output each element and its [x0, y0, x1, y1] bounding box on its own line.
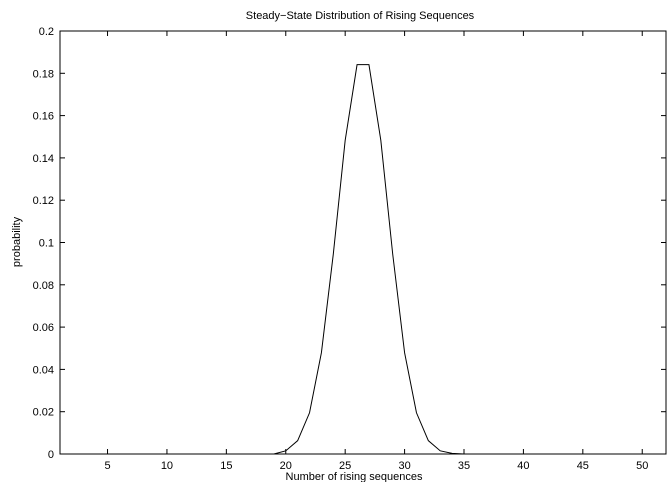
- plot-area: 5 10 15 20 25 30 35 40 45 50 0 0.02 0.04 0.06 0.08 0.1…: [33, 26, 667, 472]
- y-axis-title: probability: [11, 216, 23, 267]
- y-tick-label: 0.02: [33, 407, 54, 419]
- y-tick-label: 0.2: [39, 26, 54, 38]
- y-tick-label: 0.16: [33, 111, 54, 123]
- x-axis-title: Number of rising sequences: [286, 471, 423, 482]
- y-tick-label: 0.04: [33, 364, 54, 376]
- chart-title: Steady−State Distribution of Rising Sequ…: [246, 10, 475, 22]
- x-tick-label: 10: [161, 460, 173, 472]
- x-tick-label: 50: [636, 460, 648, 472]
- y-tick-label: 0.18: [33, 68, 54, 80]
- y-tick-label: 0.12: [33, 195, 54, 207]
- x-tick-label: 25: [339, 460, 351, 472]
- x-tick-label: 40: [517, 460, 529, 472]
- axes-frame: [59, 30, 667, 455]
- y-axis: 0 0.02 0.04 0.06 0.08 0.1 0.12 0.14 0.16 0.18 0.2: [33, 26, 666, 461]
- x-tick-label: 35: [458, 460, 470, 472]
- y-tick-label: 0.06: [33, 322, 54, 334]
- x-tick-label: 20: [280, 460, 292, 472]
- x-tick-label: 30: [398, 460, 410, 472]
- x-axis: 5 10 15 20 25 30 35 40 45 50: [104, 31, 648, 472]
- y-tick-label: 0.08: [33, 280, 54, 292]
- y-tick-label: 0.1: [39, 238, 54, 250]
- x-tick-label: 5: [104, 460, 110, 472]
- series-line: [60, 64, 666, 455]
- y-tick-label: 0.14: [33, 153, 54, 165]
- y-tick-label: 0: [48, 449, 54, 461]
- x-tick-label: 15: [220, 460, 232, 472]
- x-tick-label: 45: [577, 460, 589, 472]
